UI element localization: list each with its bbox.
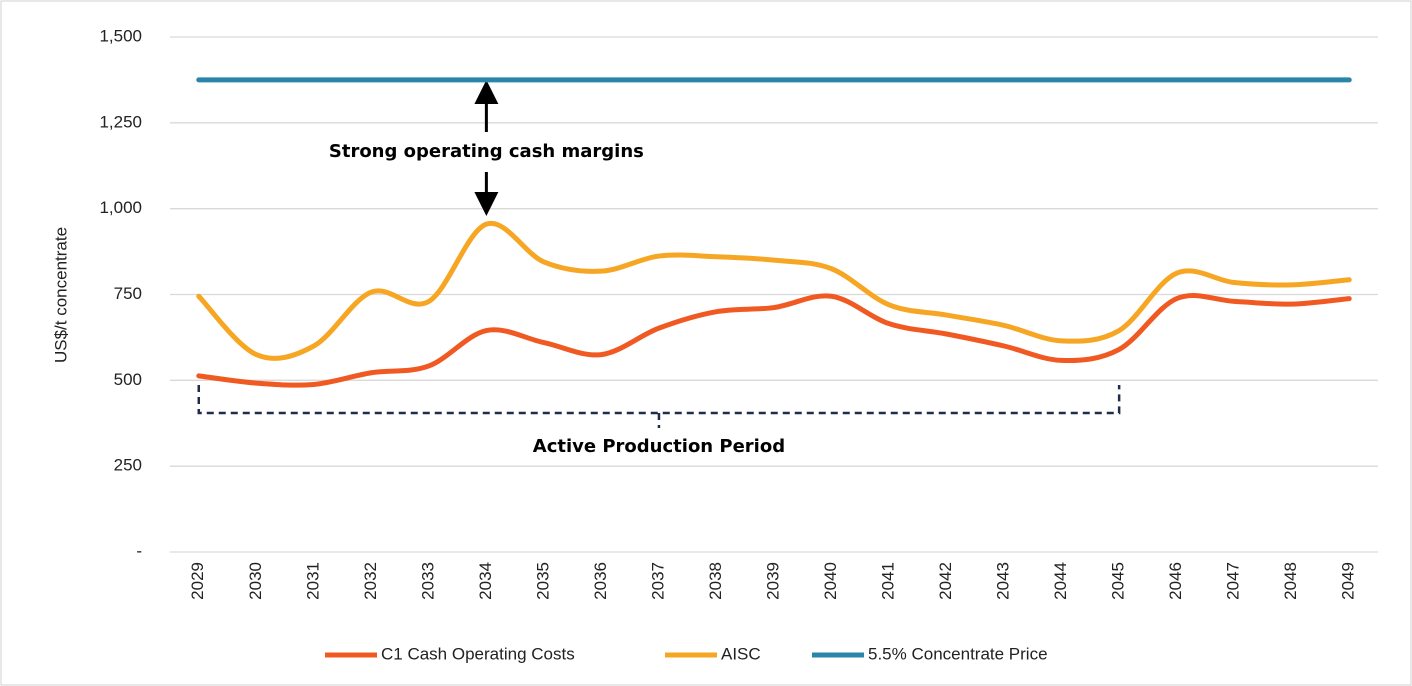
x-tick-label: 2031: [303, 562, 322, 600]
x-tick-label: 2043: [994, 562, 1013, 600]
x-tick-label: 2033: [418, 562, 437, 600]
series-line: [196, 220, 1352, 361]
y-tick-label: 1,250: [99, 112, 142, 131]
x-tick-label: 2045: [1109, 562, 1128, 600]
y-tick-label: 1,000: [99, 198, 142, 217]
y-tick-label: 750: [114, 284, 142, 303]
x-tick-label: 2047: [1224, 562, 1243, 600]
legend-label: 5.5% Concentrate Price: [868, 644, 1048, 663]
x-tick-label: 2042: [936, 562, 955, 600]
y-tick-label: 500: [114, 370, 142, 389]
x-tick-label: 2044: [1051, 562, 1070, 600]
x-tick-label: 2030: [246, 562, 265, 600]
y-axis-label: US$/t concentrate: [51, 227, 70, 363]
x-tick-label: 2035: [533, 562, 552, 600]
x-tick-label: 2041: [879, 562, 898, 600]
y-tick-label: 1,500: [99, 26, 142, 45]
x-tick-label: 2040: [821, 562, 840, 600]
annotation: Strong operating cash margins: [329, 141, 644, 162]
y-tick-label: 250: [114, 456, 142, 475]
x-tick-label: 2032: [361, 562, 380, 600]
legend-label: C1 Cash Operating Costs: [381, 644, 575, 663]
legend-label: AISC: [721, 644, 761, 663]
x-tick-label: 2029: [188, 562, 207, 600]
x-tick-label: 2038: [706, 562, 725, 600]
x-tick-label: 2046: [1166, 562, 1185, 600]
x-tick-label: 2049: [1339, 562, 1358, 600]
x-tick-label: 2037: [648, 562, 667, 600]
series-line: [196, 293, 1352, 388]
x-tick-label: 2048: [1281, 562, 1300, 600]
annotation: Active Production Period: [533, 436, 785, 457]
bracket: [197, 385, 1121, 428]
y-tick-label: -: [136, 541, 142, 560]
x-tick-label: 2039: [763, 562, 782, 600]
x-tick-label: 2034: [476, 562, 495, 600]
x-tick-label: 2036: [591, 562, 610, 600]
